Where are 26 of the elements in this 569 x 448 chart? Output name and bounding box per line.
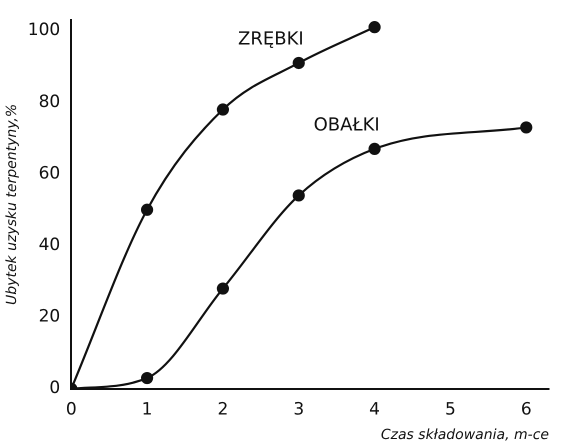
series-label: OBAŁKI xyxy=(314,114,380,136)
point xyxy=(140,204,154,216)
x-tick-label: 6 xyxy=(520,399,532,420)
y-tick-label: 80 xyxy=(38,92,60,112)
x-axis-title: Czas składowania, m-ce xyxy=(380,427,549,444)
x-tick-label: 1 xyxy=(142,399,152,420)
y-tick-label: 100 xyxy=(28,20,60,40)
x-tick-label: 5 xyxy=(445,399,456,420)
point xyxy=(292,189,305,202)
point xyxy=(368,21,381,34)
point xyxy=(520,121,532,134)
series-label: ZRĘBKI xyxy=(238,28,304,50)
y-axis-title: Ubytek uzysku terpentyny,% xyxy=(4,104,20,305)
y-tick-label: 40 xyxy=(38,235,60,255)
y-tick-label: 60 xyxy=(38,163,60,184)
point xyxy=(368,142,381,155)
point xyxy=(216,282,230,295)
x-tick-label: 4 xyxy=(369,399,380,420)
point xyxy=(216,103,230,116)
point xyxy=(140,372,154,384)
x-tick-label: 3 xyxy=(293,399,304,420)
point xyxy=(292,56,305,70)
x-tick-label: 0 xyxy=(66,399,77,420)
y-tick-label: 20 xyxy=(38,306,60,327)
x-tick-label: 2 xyxy=(218,399,228,420)
y-tick-label: 0 xyxy=(49,378,60,398)
